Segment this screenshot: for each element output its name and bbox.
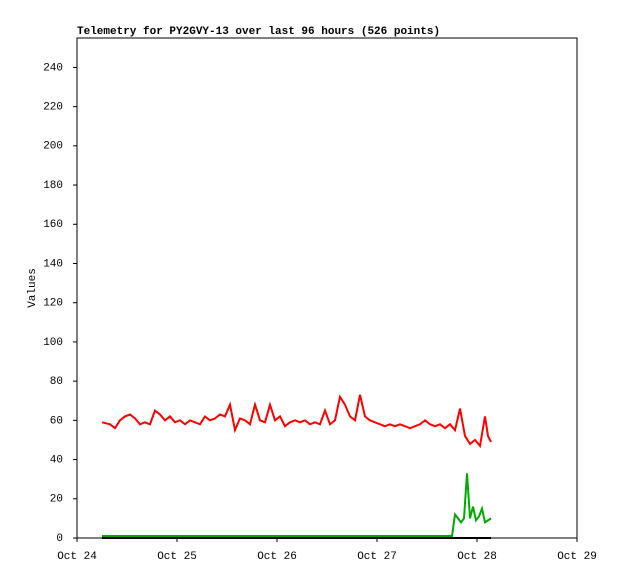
- y-tick-label: 60: [50, 415, 63, 427]
- y-tick-label: 200: [43, 141, 63, 153]
- x-tick-label: Oct 28: [457, 551, 497, 563]
- y-tick-label: 120: [43, 298, 63, 310]
- y-tick-label: 220: [43, 102, 63, 114]
- y-tick-label: 140: [43, 258, 63, 270]
- y-tick-label: 0: [56, 533, 63, 545]
- y-tick-label: 240: [43, 62, 63, 74]
- x-tick-label: Oct 24: [57, 551, 97, 563]
- x-tick-label: Oct 29: [557, 551, 597, 563]
- y-tick-label: 40: [50, 454, 63, 466]
- x-tick-label: Oct 25: [157, 551, 197, 563]
- x-tick-label: Oct 27: [357, 551, 397, 563]
- y-tick-label: 160: [43, 219, 63, 231]
- y-axis-label: Values: [27, 268, 39, 308]
- y-tick-label: 180: [43, 180, 63, 192]
- y-tick-label: 20: [50, 494, 63, 506]
- plot-frame: [76, 37, 578, 539]
- chart-title: Telemetry for PY2GVY-13 over last 96 hou…: [77, 26, 440, 38]
- y-tick-label: 100: [43, 337, 63, 349]
- x-tick-label: Oct 26: [257, 551, 297, 563]
- series-line: [102, 473, 492, 538]
- y-tick-label: 80: [50, 376, 63, 388]
- series-line: [101, 394, 492, 449]
